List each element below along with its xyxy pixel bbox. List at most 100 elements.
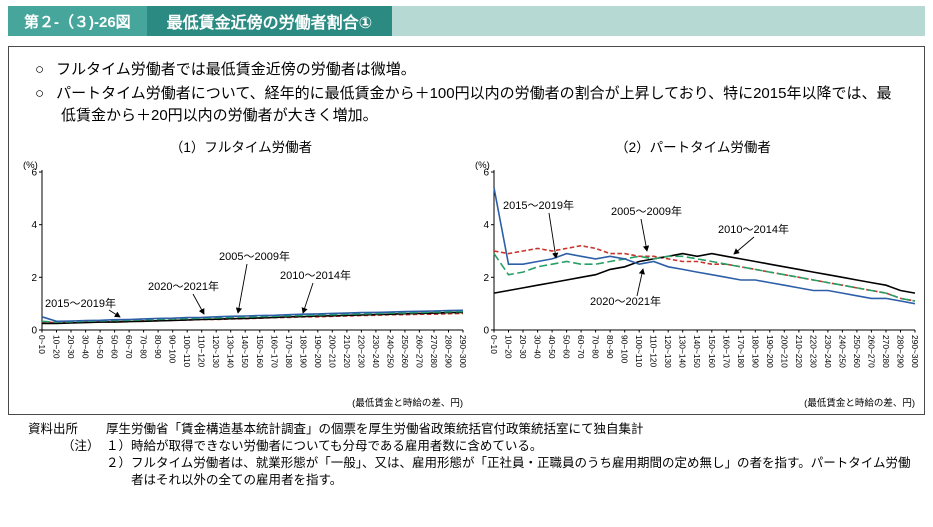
parttime-chart: (%) 0 2 4 6 0~10 10~20 20~30 30~40 40~50 50~60 60~7… [475,160,919,409]
x-tick-label: 250~260 [852,335,862,368]
figure-content-box: ○ フルタイム労働者では最低賃金近傍の労働者は微増。 ○ パートタイム労働者について… [8,46,925,416]
series-label-2005-2009: 2005～2009年 [219,249,290,263]
figure-header-bar: 第２-（３)-26図 最低賃金近傍の労働者割合① [8,6,925,36]
y-tick-label: 6 [31,168,37,179]
x-tick-label: 200~210 [779,335,789,368]
x-tick-label: 190~200 [765,335,775,368]
bullet-fulltime: ○ フルタイム労働者では最低賃金近傍の労働者は微増。 [35,59,904,81]
x-tick-label: 80~90 [605,335,615,359]
x-tick-label: 90~100 [168,335,178,364]
x-tick-label: 70~80 [139,335,149,359]
charts-row: （1）フルタイム労働者 (%) 0 2 4 6 0~10 10~20 20~30 30~40 40… [15,136,919,412]
annotation-arrow [301,283,314,314]
x-tick-label: 100~110 [182,335,192,368]
x-tick-label: 40~50 [547,335,557,359]
x-tick-label: 30~40 [533,335,543,359]
figure-title: 最低賃金近傍の労働者割合① [146,6,393,36]
y-tick-label: 2 [31,273,37,284]
bullet-circle-icon: ○ [35,61,45,78]
x-tick-label: 280~290 [896,335,906,368]
x-tick-label: 260~270 [866,335,876,368]
x-tick-label: 290~300 [458,335,467,368]
x-tick-label: 60~70 [576,335,586,359]
fulltime-chart: (%) 0 2 4 6 0~10 10~20 20~30 30~40 40~50 50~60 60~7… [23,160,467,409]
y-tick-label: 4 [31,220,37,231]
bullet-parttime: ○ パートタイム労働者について、経年的に最低賃金から＋100円以内の労働者の割合が… [35,83,904,127]
header-bar-filler [392,6,925,36]
annotation-arrow [636,268,645,297]
bullet-circle-icon: ○ [35,84,45,102]
x-tick-label: 60~70 [124,335,134,359]
series-label-2015-2019: 2015～2019年 [503,198,574,212]
x-axis-unit: (最低賃金と時給の差、円) [352,397,463,409]
figure-number-box: 第２-（３)-26図 [8,6,147,36]
x-tick-label: 210~220 [342,335,352,368]
x-tick-label: 240~250 [837,335,847,368]
series-label-2020-2021: 2020～2021年 [148,279,219,293]
annotation-arrow [733,236,755,255]
x-tick-label: 110~120 [649,335,659,368]
x-tick-label: 50~60 [562,335,572,359]
series-line [493,245,916,303]
series-line [493,253,916,295]
source-row: 資料出所 厚生労働省「賃金構造基本統計調査」の個票を厚生労働省政策統括官付政策統… [28,421,911,438]
series-label-2010-2014: 2010～2014年 [280,268,351,282]
note-2: ２）フルタイム労働者は、就業形態が「一般」、又は、雇用形態が「正社員・正職員のう… [106,456,911,488]
x-tick-label: 40~50 [95,335,105,359]
note-1: １）時給が取得できない労働者についても分母である雇用者数に含めている。 [106,439,543,454]
y-tick-label: 0 [483,326,489,337]
x-tick-label: 130~140 [226,335,236,368]
source-text: 厚生労働省「賃金構造基本統計調査」の個票を厚生労働省政策統括官付政策統括室にて独… [106,422,644,437]
x-tick-label: 120~130 [663,335,673,368]
x-tick-label: 170~180 [284,335,294,368]
annotation-arrow [192,294,205,315]
x-axis-unit: (最低賃金と時給の差、円) [804,397,915,409]
x-tick-label: 180~190 [750,335,760,368]
x-tick-label: 120~130 [211,335,221,368]
x-tick-label: 140~150 [240,335,250,368]
bullet-fulltime-text: フルタイム労働者では最低賃金近傍の労働者は微増。 [56,61,416,78]
annotation-arrow [640,219,650,253]
y-axis-unit: (%) [23,160,38,171]
source-label: 資料出所 [28,422,79,437]
x-tick-label: 280~290 [444,335,454,368]
y-tick-label: 4 [483,220,489,231]
y-tick-label: 0 [31,326,37,337]
x-tick-label: 100~110 [634,335,644,368]
x-tick-label: 230~240 [823,335,833,368]
parttime-chart-panel: （2）パートタイム労働者 (%) 0 2 4 6 0~10 10~20 20~30 30~40 4… [467,136,919,412]
x-tick-label: 90~100 [620,335,630,364]
x-tick-label: 130~140 [678,335,688,368]
x-tick-label: 230~240 [371,335,381,368]
x-tick-label: 160~170 [269,335,279,368]
x-tick-label: 80~90 [153,335,163,359]
x-tick-label: 240~250 [385,335,395,368]
x-tick-label: 50~60 [110,335,120,359]
x-tick-label: 140~150 [692,335,702,368]
bullet-parttime-text: パートタイム労働者について、経年的に最低賃金から＋100円以内の労働者の割合が上… [56,84,892,124]
x-tick-label: 10~20 [52,335,62,359]
series-line [493,253,916,303]
note-items: １）時給が取得できない労働者についても分母である雇用者数に含めている。 ２）フル… [106,438,911,489]
x-tick-label: 180~190 [298,335,308,368]
x-tick-label: 10~20 [504,335,514,359]
notes-row: （注） １）時給が取得できない労働者についても分母である雇用者数に含めている。 … [28,438,911,489]
x-tick-label: 20~30 [66,335,76,359]
annotation-arrow [108,309,121,318]
series-line [41,309,464,323]
series-line [42,311,464,325]
summary-bullets: ○ フルタイム労働者では最低賃金近傍の労働者は微増。 ○ パートタイム労働者について… [15,55,918,132]
x-tick-label: 260~270 [414,335,424,368]
annotation-arrow [235,264,248,315]
y-axis-unit: (%) [475,160,490,171]
annotation-arrow [548,213,559,260]
x-tick-label: 210~220 [794,335,804,368]
parttime-chart-title: （2）パートタイム労働者 [615,140,771,156]
fulltime-chart-panel: （1）フルタイム労働者 (%) 0 2 4 6 0~10 10~20 20~30 30~40 40… [15,136,467,412]
x-tick-label: 150~160 [707,335,717,368]
note-label: （注） [62,439,100,454]
fulltime-chart-title: （1）フルタイム労働者 [169,140,313,156]
x-tick-label: 220~230 [808,335,818,368]
x-tick-label: 250~260 [400,335,410,368]
